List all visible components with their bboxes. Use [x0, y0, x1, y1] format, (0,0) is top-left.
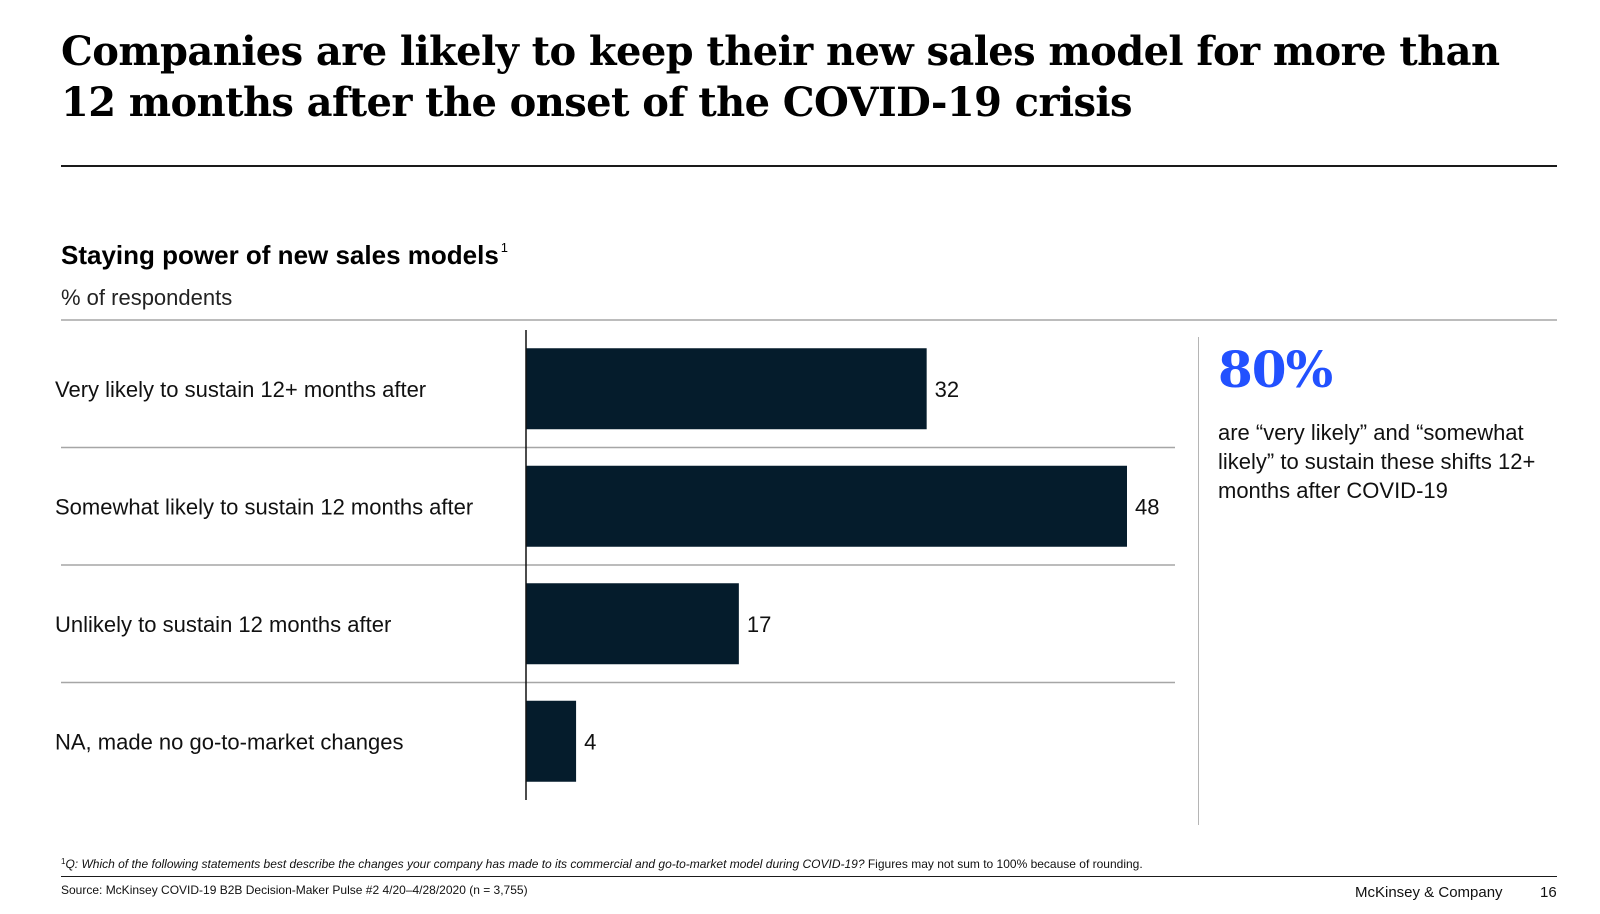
chart-title-text: Staying power of new sales models — [61, 240, 499, 270]
bar — [526, 583, 739, 665]
chart-header-divider — [61, 319, 1557, 321]
page-number: 16 — [1540, 884, 1557, 901]
chart-title: Staying power of new sales models 1 — [61, 240, 509, 271]
callout-text: are “very likely” and “somewhat likely” … — [1218, 420, 1536, 503]
callout-value: 80% — [1218, 340, 1333, 399]
brand-name: McKinsey & Company — [1355, 884, 1503, 901]
footnote-note: Figures may not sum to 100% because of r… — [867, 857, 1143, 871]
data-label: 4 — [584, 729, 596, 754]
bar — [526, 465, 1127, 547]
footnote-question: Q: Which of the following statements bes… — [65, 857, 865, 871]
chart-subtitle: % of respondents — [61, 285, 233, 310]
footnote-mark: 1 — [61, 857, 66, 866]
category-label: Very likely to sustain 12+ months after — [55, 377, 426, 402]
chart-title-footnote-mark: 1 — [500, 240, 509, 255]
data-label: 48 — [1135, 494, 1159, 519]
footnote: 1Q: Which of the following statements be… — [61, 857, 1561, 871]
data-label: 32 — [935, 377, 959, 402]
callout-divider — [1198, 337, 1199, 825]
slide-title: Companies are likely to keep their new s… — [61, 28, 1500, 126]
data-label: 17 — [747, 612, 771, 637]
footer-divider — [61, 876, 1557, 877]
bar — [526, 348, 927, 430]
source-note: Source: McKinsey COVID-19 B2B Decision-M… — [61, 883, 528, 897]
category-label: Unlikely to sustain 12 months after — [55, 612, 391, 637]
bar — [526, 700, 577, 782]
category-label: NA, made no go-to-market changes — [55, 729, 404, 754]
title-divider — [61, 165, 1557, 167]
category-label: Somewhat likely to sustain 12 months aft… — [55, 494, 473, 519]
